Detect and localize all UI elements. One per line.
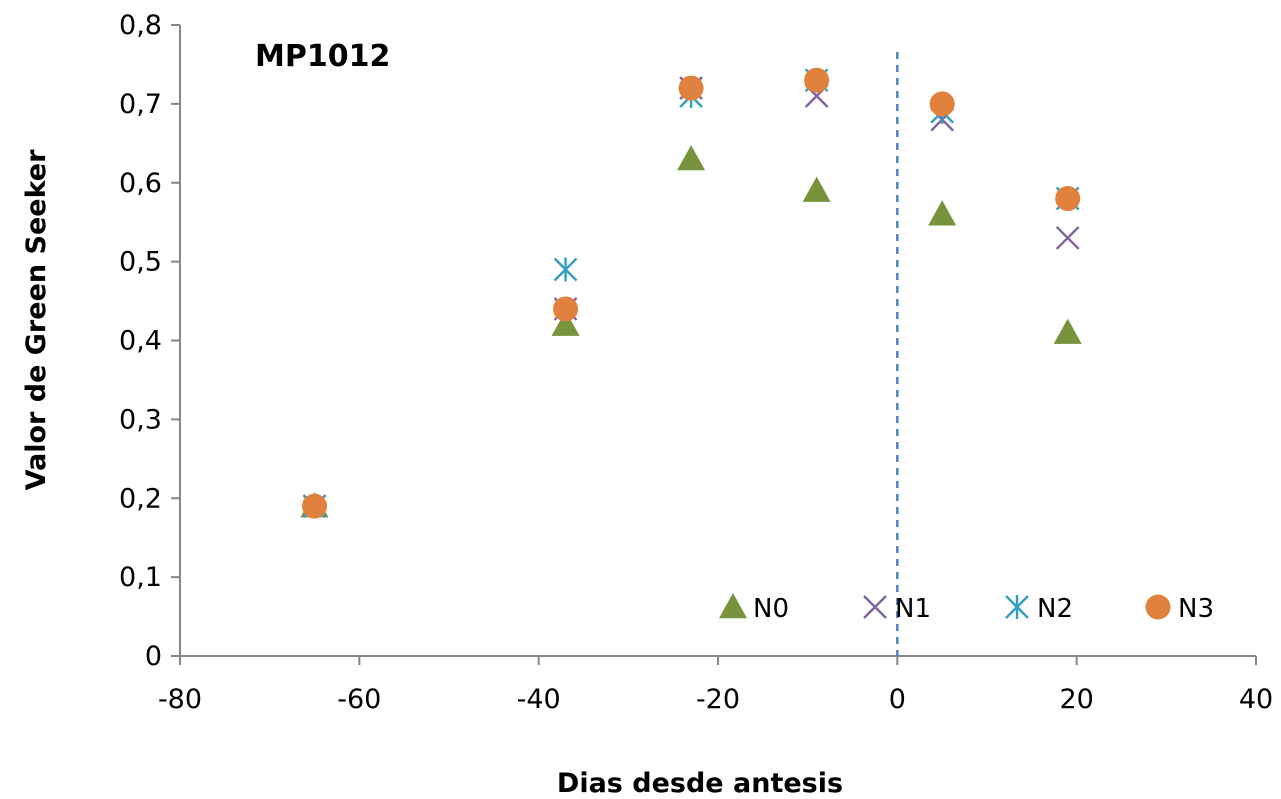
- legend-label-n3: N3: [1178, 594, 1214, 624]
- legend-label-n2: N2: [1037, 594, 1073, 624]
- x-tick-label: 0: [889, 684, 906, 715]
- circle-marker: [1145, 594, 1171, 620]
- circle-marker: [1055, 186, 1081, 212]
- data-point-n3: [1055, 186, 1081, 212]
- data-point-n3: [678, 75, 704, 101]
- y-tick-label: 0,5: [119, 247, 162, 278]
- y-tick-label: 0,4: [119, 326, 162, 357]
- x-tick-label: -20: [696, 684, 740, 715]
- legend-marker-n2: [1005, 595, 1029, 619]
- legend-marker-n0: [719, 593, 747, 619]
- triangle-marker: [802, 176, 831, 202]
- y-tick-label: 0,3: [119, 404, 162, 435]
- x-tick-label: -80: [158, 684, 202, 715]
- circle-marker: [302, 493, 327, 519]
- triangle-marker: [928, 200, 957, 226]
- chart-title: MP1012: [255, 39, 390, 74]
- x-tick-label: -40: [517, 684, 561, 715]
- data-point-n0: [677, 145, 706, 171]
- legend-marker-n1: [863, 595, 887, 619]
- y-tick-label: 0,8: [119, 10, 162, 41]
- triangle-marker: [677, 145, 706, 171]
- data-point-n0: [551, 310, 580, 336]
- x-tick-label: 20: [1059, 684, 1093, 715]
- y-tick-label: 0,7: [119, 89, 162, 120]
- circle-marker: [804, 67, 830, 93]
- data-point-n3: [553, 296, 579, 322]
- data-point-n3: [804, 67, 830, 93]
- y-axis-title: Valor de Green Seeker: [21, 149, 52, 491]
- legend-label-n0: N0: [753, 594, 789, 624]
- legend-marker-n3: [1145, 594, 1171, 620]
- data-point-n0: [802, 176, 831, 202]
- x-marker-stroke: [1055, 226, 1080, 250]
- x-tick-label: 40: [1239, 684, 1273, 715]
- triangle-marker: [1053, 318, 1082, 344]
- y-tick-label: 0,2: [119, 483, 162, 514]
- x-tick-label: -60: [337, 684, 381, 715]
- x-axis-ticks: -80 -60 -40 -20 0 20 40: [158, 656, 1273, 715]
- data-point-n3: [929, 91, 955, 117]
- legend-label-n1: N1: [895, 594, 931, 624]
- triangle-marker: [551, 310, 580, 336]
- y-tick-label: 0: [145, 641, 162, 672]
- data-point-n0: [928, 200, 957, 226]
- circle-marker: [553, 296, 579, 322]
- data-point-n1: [1055, 226, 1080, 250]
- data-point-n0: [1053, 318, 1082, 344]
- y-tick-label: 0,1: [119, 562, 162, 593]
- y-tick-label: 0,6: [119, 168, 162, 199]
- x-marker-stroke: [863, 595, 887, 619]
- circle-marker: [678, 75, 704, 101]
- data-point-n3: [302, 493, 327, 519]
- data-point-n2: [553, 257, 578, 282]
- circle-marker: [929, 91, 955, 117]
- triangle-marker: [719, 593, 747, 619]
- y-axis-ticks: 0 0,1 0,2 0,3 0,4 0,5 0,6 0,7 0,8: [119, 10, 180, 672]
- legend: N0 N1 N2 N3: [719, 593, 1214, 624]
- x-axis-title: Dias desde antesis: [557, 768, 843, 799]
- data-points: [300, 67, 1082, 519]
